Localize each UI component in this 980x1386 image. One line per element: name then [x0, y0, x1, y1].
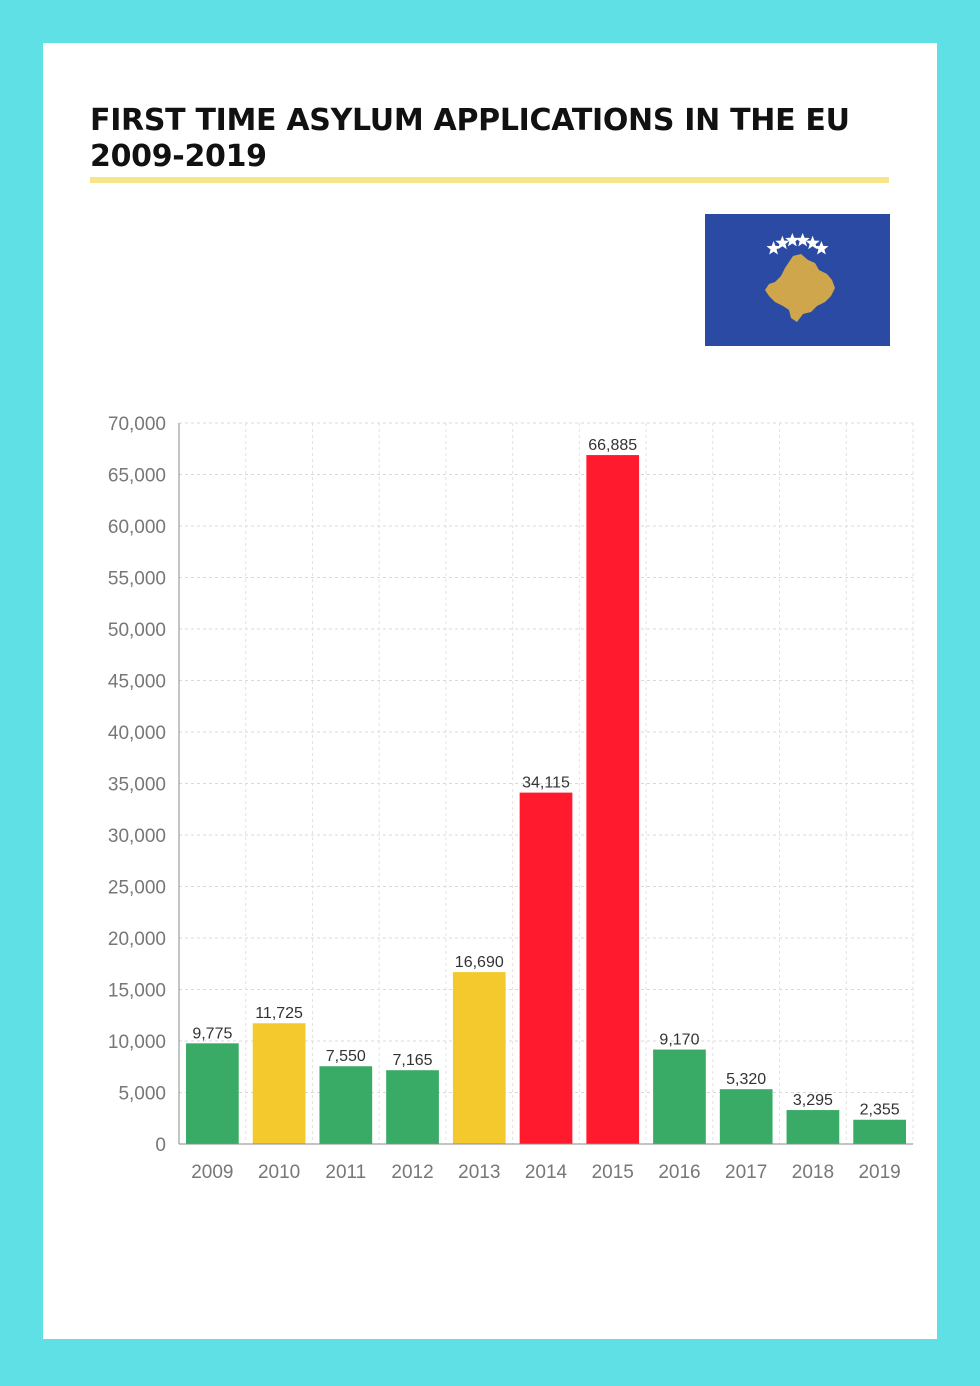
x-tick-label-2011: 2011: [325, 1162, 366, 1183]
value-label-2013: 16,690: [455, 954, 504, 971]
y-tick-label: 25,000: [108, 878, 166, 899]
x-axis-tick-labels: 2009 2010 2011 2012 2013 2014 2015 2016 2017 2018…: [191, 1162, 901, 1183]
x-tick-label-2014: 2014: [525, 1162, 568, 1183]
value-label-2012: 7,165: [393, 1052, 433, 1069]
flag-star-icon: [805, 235, 820, 250]
bar-chart: 0 5,000 10,000 15,000 20,000 25,000 30,000 35,0…: [108, 414, 914, 1183]
value-label-2017: 5,320: [726, 1071, 766, 1088]
bar-2016: [653, 1049, 706, 1144]
x-tick-label-2012: 2012: [391, 1162, 433, 1183]
y-axis-tick-labels: 0 5,000 10,000 15,000 20,000 25,000 30,000 35,0…: [108, 414, 166, 1156]
kosovo-flag-icon: [705, 214, 890, 346]
value-label-2018: 3,295: [793, 1092, 833, 1109]
y-tick-label: 15,000: [108, 981, 166, 1002]
bar-2017: [719, 1089, 773, 1144]
value-label-2011: 7,550: [326, 1048, 366, 1065]
bar-2012: [386, 1070, 439, 1144]
x-tick-label-2013: 2013: [458, 1162, 500, 1183]
value-label-2014: 34,115: [522, 775, 570, 792]
y-tick-label: 10,000: [108, 1032, 166, 1053]
flag-star-icon: [814, 240, 829, 255]
bar-2009: [186, 1043, 239, 1144]
y-tick-label: 55,000: [108, 569, 166, 590]
flag-stars: [766, 232, 829, 255]
value-label-2019: 2,355: [860, 1102, 900, 1119]
y-tick-label: 40,000: [108, 723, 166, 744]
bar-2014: [519, 792, 573, 1144]
bars: [186, 455, 906, 1145]
page-title-line-2: 2009-2019: [90, 139, 267, 174]
flag-star-icon: [785, 232, 800, 247]
y-tick-label: 30,000: [108, 826, 166, 847]
y-tick-label: 0: [155, 1135, 166, 1156]
flag-star-icon: [766, 240, 781, 255]
bar-2011: [319, 1066, 373, 1144]
x-tick-label-2017: 2017: [725, 1162, 767, 1183]
page-title: FIRST TIME ASYLUM APPLICATIONS IN THE EU…: [90, 103, 910, 175]
y-tick-label: 50,000: [108, 620, 166, 641]
value-label-2015: 66,885: [588, 437, 637, 454]
y-tick-label: 65,000: [108, 466, 166, 487]
y-tick-label: 35,000: [108, 775, 166, 796]
kosovo-map-shape: [765, 254, 835, 322]
bar-2013: [452, 972, 506, 1144]
bar-2018: [786, 1110, 840, 1144]
page-title-line-1: FIRST TIME ASYLUM APPLICATIONS IN THE EU: [90, 103, 850, 138]
x-tick-label-2010: 2010: [258, 1162, 300, 1183]
flag-star-icon: [775, 235, 790, 250]
y-tick-label: 45,000: [108, 672, 166, 693]
y-tick-label: 5,000: [118, 1084, 166, 1105]
x-tick-label-2016: 2016: [658, 1162, 700, 1183]
x-tick-label-2015: 2015: [592, 1162, 634, 1183]
content-card: FIRST TIME ASYLUM APPLICATIONS IN THE EU…: [43, 43, 937, 1339]
x-tick-label-2019: 2019: [858, 1162, 900, 1183]
title-underline: [90, 177, 889, 183]
flag-star-icon: [795, 232, 810, 247]
y-tick-label: 20,000: [108, 929, 166, 950]
y-tick-label: 60,000: [108, 517, 166, 538]
x-tick-label-2009: 2009: [191, 1162, 233, 1183]
bar-2015: [586, 455, 640, 1145]
bar-2019: [853, 1119, 906, 1144]
y-tick-label: 70,000: [108, 414, 166, 435]
bar-2010: [252, 1023, 306, 1144]
bar-value-labels: 9,775 11,725 7,550 7,165 16,690 34,115 66,885 9…: [192, 437, 899, 1119]
value-label-2009: 9,775: [192, 1025, 232, 1042]
value-label-2016: 9,170: [659, 1032, 699, 1049]
value-label-2010: 11,725: [255, 1005, 303, 1022]
x-tick-label-2018: 2018: [792, 1162, 834, 1183]
